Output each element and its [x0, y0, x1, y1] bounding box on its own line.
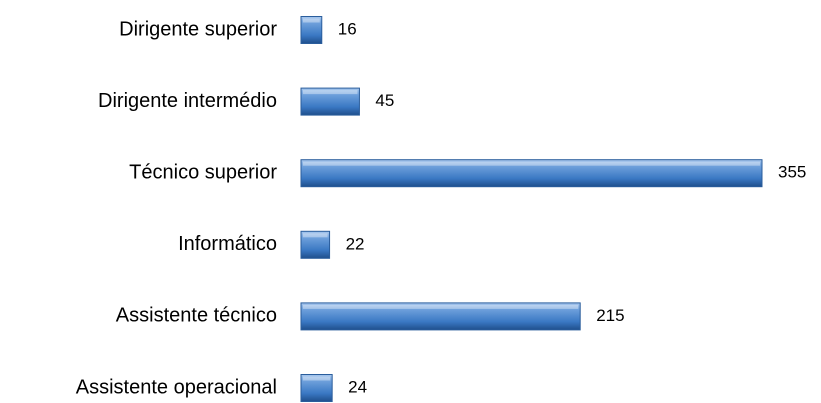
data-label: 24 — [348, 377, 367, 396]
category-label: Informático — [178, 233, 277, 255]
bar-shine — [303, 376, 331, 381]
bar-group — [300, 159, 763, 188]
category-label: Assistente técnico — [116, 305, 277, 327]
category-label: Dirigente intermédio — [98, 90, 277, 112]
bar-group — [300, 374, 333, 402]
bar — [300, 87, 360, 116]
category-label: Assistente operacional — [76, 376, 277, 398]
bar-shine — [303, 161, 760, 166]
bar — [300, 16, 323, 44]
data-label: 355 — [778, 163, 806, 182]
bar-shine — [303, 304, 579, 309]
bar-group — [300, 16, 323, 44]
data-label: 22 — [346, 234, 365, 253]
bar-shine — [303, 18, 320, 23]
data-label: 16 — [338, 19, 357, 38]
bar — [300, 159, 763, 188]
bar — [300, 374, 333, 402]
category-label: Técnico superior — [129, 161, 277, 183]
data-label: 215 — [596, 306, 624, 325]
bar — [300, 230, 331, 259]
data-label: 45 — [375, 91, 394, 110]
bar — [300, 302, 581, 331]
bar-group — [300, 230, 331, 259]
category-label: Dirigente superior — [119, 18, 277, 40]
bar-group — [300, 87, 360, 116]
bar-shine — [303, 90, 358, 95]
bar-group — [300, 302, 581, 331]
bar-shine — [303, 233, 328, 238]
